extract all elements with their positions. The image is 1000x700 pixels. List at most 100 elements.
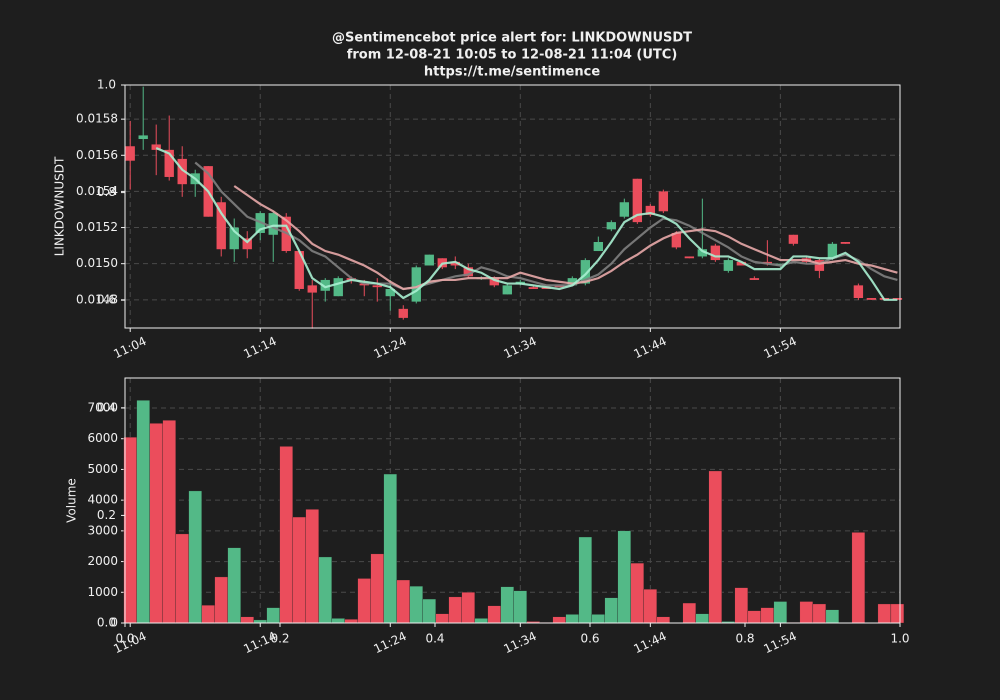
volume-bar bbox=[643, 589, 657, 624]
volume-bar bbox=[188, 490, 202, 624]
volume-bar bbox=[695, 613, 710, 624]
candle-body bbox=[424, 254, 434, 266]
volume-bar bbox=[409, 585, 423, 624]
candle-body bbox=[268, 213, 278, 235]
volume-bar bbox=[422, 598, 436, 624]
volume-bar bbox=[461, 592, 475, 624]
y-tick-label: 0 bbox=[110, 616, 118, 630]
volume-bar bbox=[487, 605, 501, 624]
candle-body bbox=[853, 285, 864, 299]
overlay-y-tick-label: 0.2 bbox=[97, 508, 116, 522]
volume-bar bbox=[448, 596, 462, 624]
candle-body bbox=[151, 144, 161, 150]
volume-bar bbox=[890, 603, 905, 624]
candle-body bbox=[177, 158, 187, 185]
ma-line bbox=[194, 161, 898, 291]
candle-body bbox=[528, 287, 538, 289]
overlay-x-tick-label: 0.4 bbox=[425, 632, 444, 646]
candle-body bbox=[398, 308, 408, 318]
chart-link: https://t.me/sentimence bbox=[424, 65, 600, 80]
candle-body bbox=[866, 298, 877, 300]
candle-body bbox=[736, 261, 747, 266]
volume-bar bbox=[344, 619, 358, 624]
y-tick-label: 0.0156 bbox=[76, 148, 118, 162]
candle-body bbox=[645, 205, 656, 215]
candle-body bbox=[788, 234, 799, 244]
volume-bar bbox=[877, 603, 892, 624]
volume-bar bbox=[513, 590, 527, 624]
y-tick-label: 0.0158 bbox=[76, 112, 118, 126]
volume-bar bbox=[162, 420, 176, 624]
candle-body bbox=[320, 279, 330, 291]
volume-bar bbox=[201, 605, 215, 624]
y-axis-label: Volume bbox=[65, 478, 79, 523]
y-tick-label: 0.0154 bbox=[76, 184, 118, 198]
volume-bar bbox=[318, 556, 332, 624]
y-tick-label: 0.0148 bbox=[76, 292, 118, 306]
candle-body bbox=[840, 242, 851, 244]
overlay-y-tick-label: 0.0 bbox=[97, 616, 116, 630]
chart-subtitle: from 12-08-21 10:05 to 12-08-21 11:04 (U… bbox=[347, 48, 678, 63]
volume-bar bbox=[708, 470, 723, 624]
volume-bar bbox=[760, 607, 775, 624]
candle-body bbox=[723, 260, 734, 271]
candle-body bbox=[164, 149, 174, 177]
volume-bar bbox=[799, 601, 814, 624]
volume-bar bbox=[149, 423, 163, 624]
volume-bar bbox=[136, 400, 150, 624]
y-tick-label: 0.0152 bbox=[76, 220, 118, 234]
chart-title: @Sentimencebot price alert for: LINKDOWN… bbox=[332, 31, 692, 46]
y-tick-label: 2000 bbox=[87, 554, 118, 568]
volume-bar bbox=[357, 578, 371, 624]
y-tick-label: 6000 bbox=[87, 431, 118, 445]
volume-bar bbox=[812, 603, 827, 624]
volume-bar bbox=[591, 614, 605, 624]
y-tick-label: 3000 bbox=[87, 523, 118, 537]
candle-body bbox=[632, 178, 643, 223]
y-tick-label: 7000 bbox=[87, 401, 118, 415]
candle-body bbox=[138, 135, 148, 140]
overlay-x-tick-label: 1.0 bbox=[890, 632, 909, 646]
volume-bar bbox=[500, 586, 514, 624]
volume-bar bbox=[825, 609, 840, 624]
y-axis-label: LINKDOWNUSDT bbox=[53, 156, 67, 256]
candle-body bbox=[710, 245, 721, 261]
candle-body bbox=[697, 249, 708, 257]
overlay-x-tick-label: 0.2 bbox=[270, 632, 289, 646]
y-tick-label: 5000 bbox=[87, 462, 118, 476]
volume-bar bbox=[630, 562, 644, 624]
volume-bar bbox=[565, 614, 579, 624]
volume-bar bbox=[682, 602, 696, 624]
volume-bar bbox=[435, 613, 449, 624]
candle-body bbox=[749, 278, 760, 280]
candle-body bbox=[567, 278, 577, 286]
axes-frame bbox=[124, 84, 901, 329]
volume-bar bbox=[773, 601, 788, 624]
candle-body bbox=[411, 267, 421, 302]
volume-bar bbox=[123, 437, 137, 624]
candle-body bbox=[489, 278, 499, 286]
volume-bar bbox=[851, 532, 866, 624]
volume-bar bbox=[305, 509, 319, 624]
candle-body bbox=[125, 146, 135, 161]
volume-bar bbox=[331, 618, 345, 624]
overlay-y-tick-label: 0.6 bbox=[97, 293, 116, 307]
candle-body bbox=[580, 260, 590, 284]
overlay-x-tick-label: 0.0 bbox=[115, 632, 134, 646]
volume-bar bbox=[227, 547, 241, 624]
volume-bar bbox=[617, 530, 631, 624]
volume-bar bbox=[279, 446, 293, 624]
candle-body bbox=[229, 227, 239, 250]
candle-body bbox=[450, 261, 460, 266]
axes-frame bbox=[124, 377, 901, 624]
y-tick-label: 1000 bbox=[87, 585, 118, 599]
volume-bar bbox=[656, 616, 670, 624]
ma-line bbox=[155, 147, 898, 301]
candle-body bbox=[333, 278, 343, 297]
volume-bar bbox=[240, 616, 254, 624]
candle-body bbox=[385, 288, 395, 297]
y-tick-label: 4000 bbox=[87, 493, 118, 507]
candle-body bbox=[814, 260, 825, 271]
